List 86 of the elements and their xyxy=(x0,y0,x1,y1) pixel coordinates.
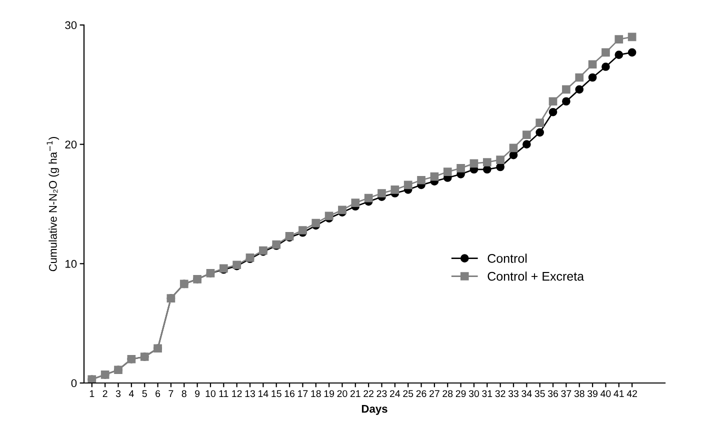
point xyxy=(509,144,518,152)
x-tick-label: 4 xyxy=(128,390,134,397)
x-tick-label: 35 xyxy=(534,390,545,398)
point xyxy=(482,165,492,174)
point xyxy=(430,172,439,181)
x-tick-label: 33 xyxy=(508,390,518,398)
x-tick-label: 6 xyxy=(156,390,160,398)
x-tick-label: 26 xyxy=(416,390,426,398)
x-tick-label: 18 xyxy=(311,390,321,398)
point xyxy=(548,108,558,116)
point xyxy=(614,50,624,59)
x-tick-label: 22 xyxy=(364,390,374,397)
x-tick-label: 9 xyxy=(195,390,200,398)
x-tick-label: 37 xyxy=(561,390,572,398)
x-tick-label: 31 xyxy=(482,390,492,398)
x-tick-label: 3 xyxy=(116,390,121,398)
point xyxy=(496,156,504,164)
x-tick-label: 2 xyxy=(102,390,108,397)
point xyxy=(522,140,531,148)
x-tick-label: 17 xyxy=(298,390,308,397)
point xyxy=(364,194,373,202)
point xyxy=(404,180,412,190)
x-tick-label: 36 xyxy=(548,390,558,398)
x-tick-label: 28 xyxy=(442,390,453,398)
legend-label: Control + Excreta xyxy=(488,272,584,281)
x-tick-label: 19 xyxy=(324,390,334,398)
point xyxy=(456,164,465,172)
x-tick-label: 41 xyxy=(614,390,624,397)
point xyxy=(338,206,346,214)
point xyxy=(312,218,320,228)
x-tick-label: 1 xyxy=(90,390,94,397)
point xyxy=(575,73,584,82)
point xyxy=(482,158,492,166)
y-tick-label: 0 xyxy=(71,379,77,388)
point xyxy=(351,198,360,207)
x-tick-label: 25 xyxy=(403,390,414,398)
point xyxy=(390,186,400,194)
x-tick-label: 12 xyxy=(232,390,242,397)
legend-label: Control xyxy=(488,254,527,263)
x-tick-label: 16 xyxy=(284,390,295,398)
point xyxy=(575,85,584,94)
point xyxy=(536,118,544,128)
x-tick-label: 10 xyxy=(206,390,216,398)
point xyxy=(548,97,558,106)
point xyxy=(562,85,570,94)
x-tick-label: 8 xyxy=(182,390,186,398)
point xyxy=(628,32,636,42)
point xyxy=(628,48,636,57)
y-tick-label: 20 xyxy=(65,140,77,148)
x-tick-label: 15 xyxy=(272,390,282,398)
point xyxy=(470,159,478,168)
x-tick-label: 7 xyxy=(168,390,174,397)
x-tick-label: 5 xyxy=(142,390,147,398)
x-tick-label: 39 xyxy=(588,390,598,398)
y-tick-label: 10 xyxy=(66,260,77,268)
x-tick-label: 30 xyxy=(468,390,479,398)
point xyxy=(562,97,570,106)
x-tick-label: 24 xyxy=(390,390,400,397)
point xyxy=(602,62,610,71)
x-tick-label: 27 xyxy=(430,390,440,397)
y-tick-label: 30 xyxy=(65,21,77,30)
point xyxy=(536,128,544,137)
x-tick-label: 42 xyxy=(626,390,637,397)
x-tick-label: 14 xyxy=(258,390,268,397)
x-tick-label: 34 xyxy=(522,390,532,398)
x-tick-label: 23 xyxy=(376,390,387,398)
x-tick-label: 32 xyxy=(495,390,506,398)
point xyxy=(522,130,531,139)
x-tick-label: 40 xyxy=(600,390,611,398)
x-tick-label: 13 xyxy=(245,390,255,398)
point xyxy=(614,35,624,44)
point xyxy=(602,48,610,57)
x-tick-label: 20 xyxy=(337,390,348,398)
y-axis-title: Cumulative N-N₂O (g ha$^{−1}$) xyxy=(46,137,60,272)
point xyxy=(588,73,597,82)
x-tick-label: 21 xyxy=(350,390,360,397)
point xyxy=(417,176,426,184)
point xyxy=(324,212,334,220)
x-tick-label: 29 xyxy=(456,390,466,398)
x-axis-title: Days xyxy=(362,404,388,415)
point xyxy=(378,189,386,198)
point xyxy=(588,60,597,69)
point xyxy=(298,226,307,234)
x-tick-label: 11 xyxy=(219,390,228,397)
x-tick-label: 38 xyxy=(574,390,584,398)
point xyxy=(443,168,452,176)
